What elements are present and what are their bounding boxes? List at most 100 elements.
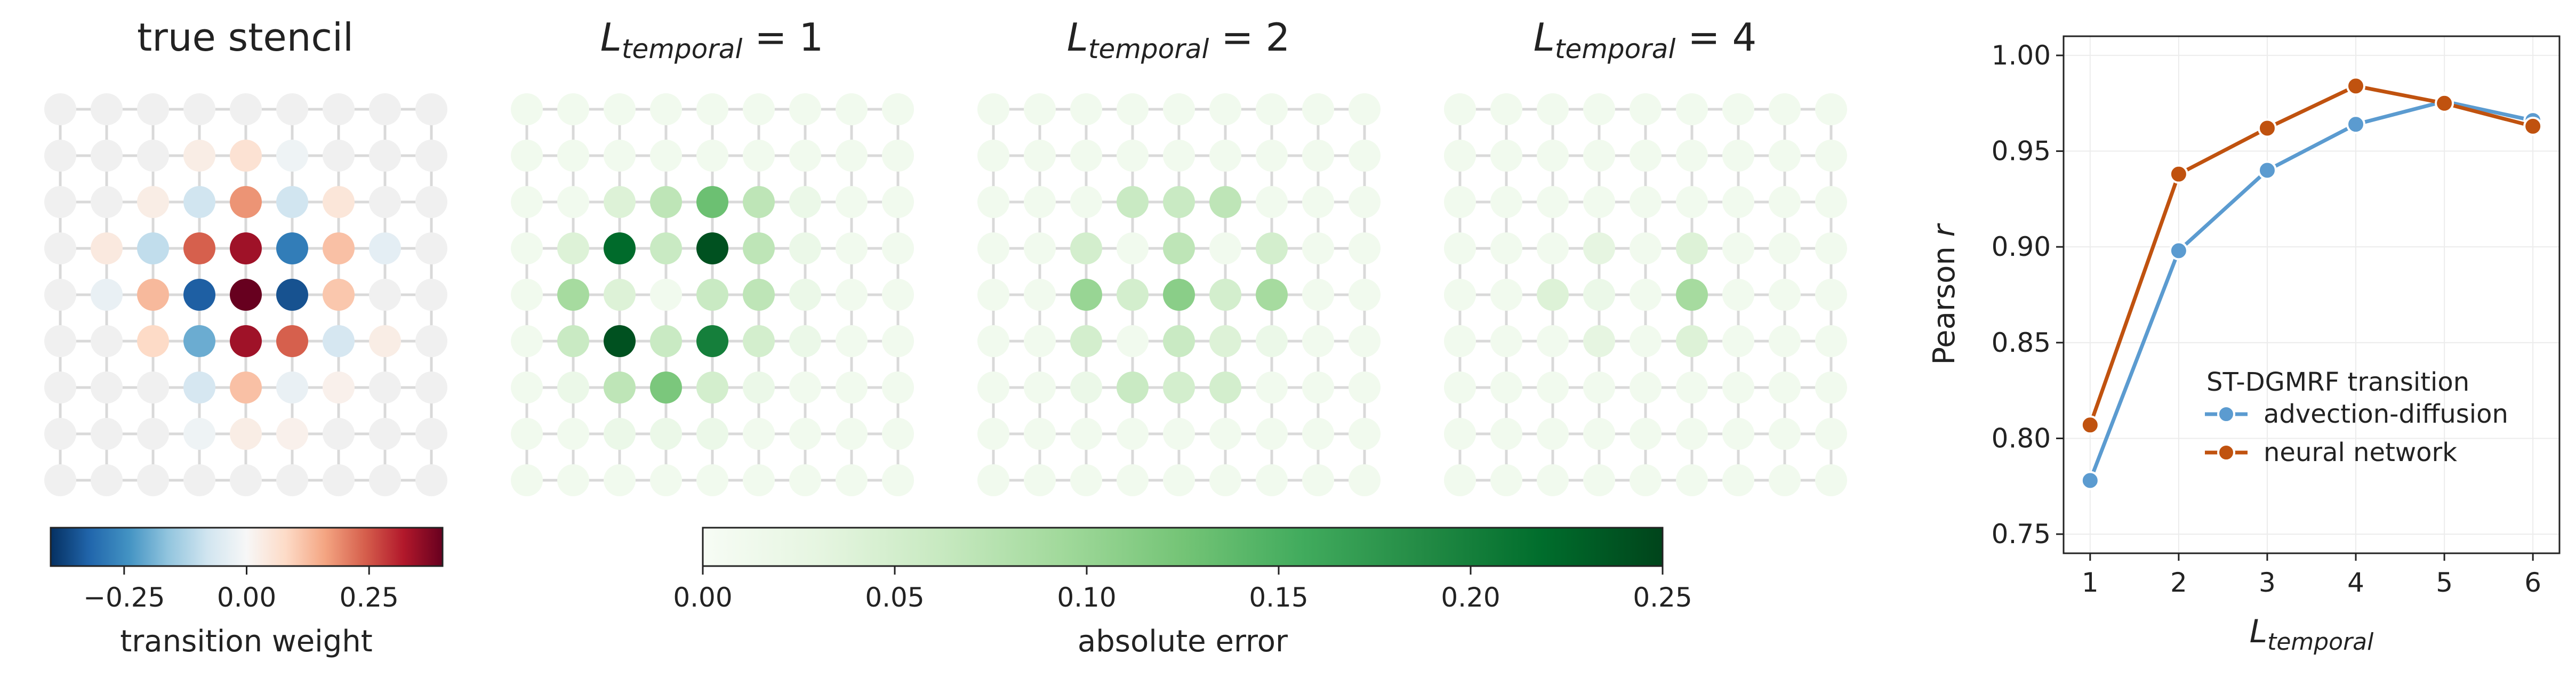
grid-node [1302,279,1334,311]
error-grid-ltemporal-2 [977,93,1381,496]
grid-node [882,418,914,450]
grid-node [557,325,589,357]
grid-node [1815,325,1847,357]
grid-node [137,279,169,311]
grid-node [137,418,169,450]
grid-node [1070,372,1102,403]
grid-node [91,418,123,450]
grid-node [1769,418,1801,450]
grid-node [1490,418,1522,450]
grid-node [1163,186,1195,218]
grid-node [91,186,123,218]
grid-node [323,232,355,264]
grid-node [977,140,1009,172]
grid-node [1630,279,1662,311]
grid-node [369,186,401,218]
grid-node [511,140,543,172]
grid-node [1583,186,1615,218]
grid-node [1815,418,1847,450]
x-tick-label: 5 [2436,567,2453,598]
grid-node [696,186,728,218]
grid-node [91,464,123,496]
grid-node [276,93,308,125]
grid-node [650,93,682,125]
grid-node [1024,279,1056,311]
grid-node [977,325,1009,357]
grid-node [1302,140,1334,172]
grid-node [230,372,262,403]
grid-node [1444,418,1476,450]
grid-node [604,93,636,125]
grid-node [1070,232,1102,264]
grid-node [1302,464,1334,496]
grid-node [1349,279,1381,311]
grid-node [1722,186,1754,218]
series-point [2346,115,2366,134]
grid-node [1117,464,1149,496]
error-grid-ltemporal-1 [511,93,914,496]
grid-node [415,186,447,218]
grid-node [882,372,914,403]
grid-node [557,279,589,311]
grid-node [977,372,1009,403]
grid-node [1444,325,1476,357]
grid-node [1630,140,1662,172]
line-plot-frame [2063,35,2561,554]
y-tick-label: 1.00 [1992,40,2051,71]
grid-node [1256,140,1288,172]
colorbar-transition-weight: −0.25 0.00 0.25 transition weight [50,527,444,659]
grid-node [977,279,1009,311]
grid-node [1256,232,1288,264]
grid-node [743,232,775,264]
grid-node [511,464,543,496]
grid-node [1256,279,1288,311]
line-x-axis-label: Ltemporal [2250,613,2374,656]
grid-node [1349,186,1381,218]
grid-node [696,325,728,357]
series-line [2088,99,2533,481]
grid-node [1583,140,1615,172]
grid-node [604,186,636,218]
grid-node [836,140,868,172]
grid-node [1209,140,1241,172]
grid-node [1117,372,1149,403]
legend-label: neural network [2264,438,2457,467]
grid-node [1024,325,1056,357]
grid-node [183,279,215,311]
grid-node [1444,464,1476,496]
grid-node [696,232,728,264]
grid-node [1302,418,1334,450]
grid-node [1490,140,1522,172]
grid-node [1209,464,1241,496]
grid-node [1024,232,1056,264]
grid-node [882,325,914,357]
legend-swatch-marker [2217,405,2235,423]
colorbar-tick-label: 0.25 [1633,582,1692,613]
grid-node [1117,325,1149,357]
grid-node [1163,418,1195,450]
grid-node [1349,140,1381,172]
grid-node [1349,93,1381,125]
grid-node [369,372,401,403]
grid-node [977,464,1009,496]
grid-node [789,232,821,264]
grid-node [1163,464,1195,496]
grid-node [977,186,1009,218]
grid-node [1163,372,1195,403]
grid-node [1537,93,1569,125]
grid-node [276,464,308,496]
grid-node [511,325,543,357]
colorbar-tick-label: 0.00 [673,582,732,613]
grid-node [1349,232,1381,264]
grid-node [1070,93,1102,125]
grid-node [1537,186,1569,218]
grid-node [276,372,308,403]
grid-node [1815,93,1847,125]
grid-node [604,279,636,311]
grid-node [696,140,728,172]
grid-node [91,372,123,403]
grid-node [1349,418,1381,450]
grid-node [415,372,447,403]
grid-node [1209,232,1241,264]
grid-node [511,418,543,450]
